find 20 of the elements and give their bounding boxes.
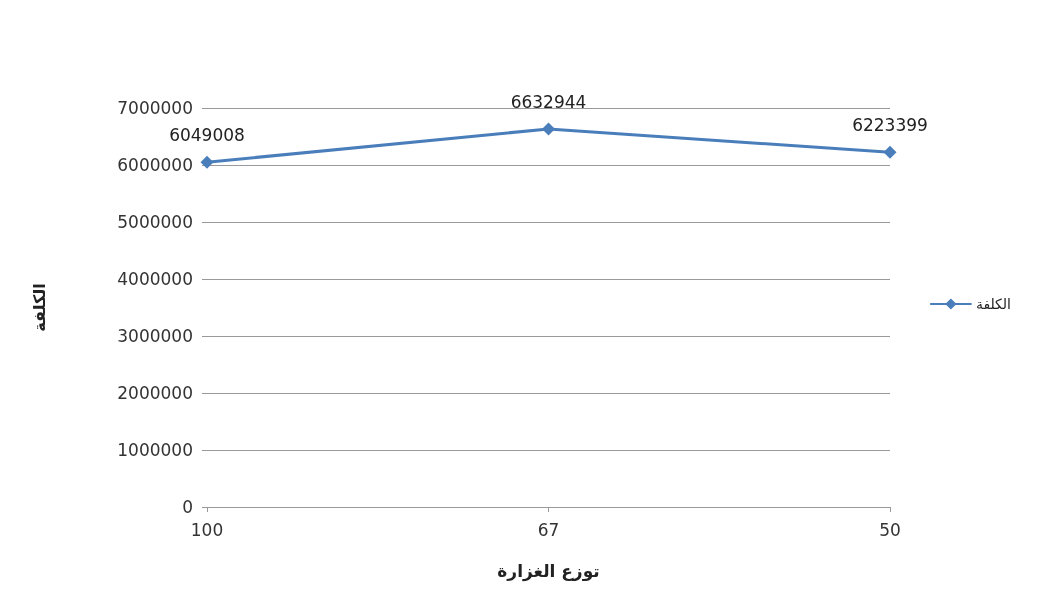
y-axis-title: الكلفة [29,283,49,332]
data-label: 6049008 [169,125,245,146]
data-label: 6223399 [852,115,928,136]
y-tick-label: 3000000 [117,326,193,346]
point [883,145,897,159]
y-tick-label: 0 [182,497,193,517]
data-label: 6632944 [510,91,587,112]
y-tick-label: 5000000 [117,212,193,232]
x-tick-label: 50 [879,519,901,540]
y-tick-label: 1000000 [117,440,193,460]
x-tick-label: 100 [190,519,224,540]
y-tick-label: 7000000 [117,98,193,118]
y-tick-label: 4000000 [117,269,193,289]
legend-label: الكلفة [975,296,1011,312]
y-tick-label: 2000000 [117,383,193,403]
y-tick-label: 6000000 [117,155,193,175]
point [542,122,555,136]
x-tick-label: 67 [537,519,560,540]
point [200,155,214,169]
x-axis-title: توزع الغزارة [497,560,600,582]
